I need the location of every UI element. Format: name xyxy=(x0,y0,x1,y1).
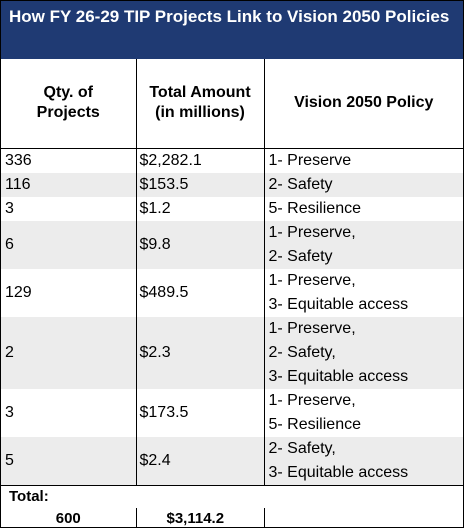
header-amount-line1: Total Amount xyxy=(149,84,251,102)
policy-line: 2- Safety, xyxy=(268,439,336,457)
table-row: 336 $2,282.1 1- Preserve xyxy=(1,148,463,173)
header-qty: Qty. of Projects xyxy=(1,59,137,149)
policy-line: 1- Preserve, xyxy=(268,223,356,241)
header-amount-line2: (in millions) xyxy=(155,104,245,122)
table-body: 336 $2,282.1 1- Preserve 116 $153.5 2- Safety… xyxy=(1,148,463,485)
policy-line: 1- Preserve xyxy=(268,151,352,169)
header-qty-line1: Qty. of xyxy=(43,84,93,102)
table-header: Qty. of Projects Total Amount (in millio… xyxy=(1,59,463,149)
total-label-row: Total: xyxy=(1,484,463,508)
cell-qty: 3 xyxy=(1,388,137,437)
projects-by-policy-table: Qty. of Projects Total Amount (in millio… xyxy=(1,59,463,528)
policy-line: 5- Resilience xyxy=(268,415,361,433)
table-title: How FY 26-29 TIP Projects Link to Vision… xyxy=(1,1,463,59)
total-values-row: 600 $3,114.2 xyxy=(1,508,463,528)
table-row: 116 $153.5 2- Safety xyxy=(1,172,463,197)
cell-amount: $9.8 xyxy=(136,220,265,269)
policy-line: 1- Preserve, xyxy=(268,319,356,337)
table-row: 6 $9.8 1- Preserve, 2- Safety xyxy=(1,220,463,269)
header-qty-line2: Projects xyxy=(36,104,100,122)
cell-amount: $153.5 xyxy=(136,172,265,197)
cell-qty: 5 xyxy=(1,436,137,485)
policy-line: 2- Safety xyxy=(268,175,333,193)
policy-line: 5- Resilience xyxy=(268,199,361,217)
table-row: 3 $1.2 5- Resilience xyxy=(1,196,463,221)
total-amount: $3,114.2 xyxy=(136,508,265,528)
total-label: Total: xyxy=(1,484,463,508)
header-amount: Total Amount (in millions) xyxy=(136,59,265,149)
cell-qty: 116 xyxy=(1,172,137,197)
table-footer: Total: 600 $3,114.2 xyxy=(1,484,463,528)
policy-line: 3- Equitable access xyxy=(268,295,409,313)
table-row: 2 $2.3 1- Preserve, 2- Safety, 3- Equitable … xyxy=(1,316,463,389)
cell-policy: 1- Preserve, 2- Safety xyxy=(264,220,463,269)
table-row: 5 $2.4 2- Safety, 3- Equitable access xyxy=(1,436,463,485)
cell-policy: 2- Safety xyxy=(264,172,463,197)
cell-qty: 2 xyxy=(1,316,137,389)
header-policy: Vision 2050 Policy xyxy=(264,59,463,149)
cell-amount: $1.2 xyxy=(136,196,265,221)
total-qty: 600 xyxy=(1,508,137,528)
cell-amount: $489.5 xyxy=(136,268,265,317)
total-policy-blank xyxy=(264,508,463,528)
cell-qty: 129 xyxy=(1,268,137,317)
cell-policy: 1- Preserve, 2- Safety, 3- Equitable acces… xyxy=(264,316,463,389)
policy-line: 1- Preserve, xyxy=(268,391,356,409)
cell-policy: 2- Safety, 3- Equitable access xyxy=(264,436,463,485)
policy-line: 2- Safety, xyxy=(268,343,336,361)
cell-qty: 6 xyxy=(1,220,137,269)
cell-amount: $2,282.1 xyxy=(136,148,265,173)
cell-qty: 336 xyxy=(1,148,137,173)
cell-policy: 1- Preserve, 3- Equitable access xyxy=(264,269,463,317)
table-row: 3 $173.5 1- Preserve, 5- Resilience xyxy=(1,388,463,437)
cell-amount: $2.4 xyxy=(136,436,265,485)
cell-policy: 5- Resilience xyxy=(264,197,463,221)
policy-line: 2- Safety xyxy=(268,247,333,265)
cell-amount: $2.3 xyxy=(136,316,265,389)
cell-amount: $173.5 xyxy=(136,388,265,437)
cell-policy: 1- Preserve, 5- Resilience xyxy=(264,389,463,437)
policy-line: 3- Equitable access xyxy=(268,367,409,385)
table-row: 129 $489.5 1- Preserve, 3- Equitable access xyxy=(1,268,463,317)
cell-qty: 3 xyxy=(1,196,137,221)
header-row: Qty. of Projects Total Amount (in millio… xyxy=(1,59,463,149)
policy-line: 1- Preserve, xyxy=(268,271,356,289)
policy-line: 3- Equitable access xyxy=(268,463,409,481)
cell-policy: 1- Preserve xyxy=(264,148,463,173)
